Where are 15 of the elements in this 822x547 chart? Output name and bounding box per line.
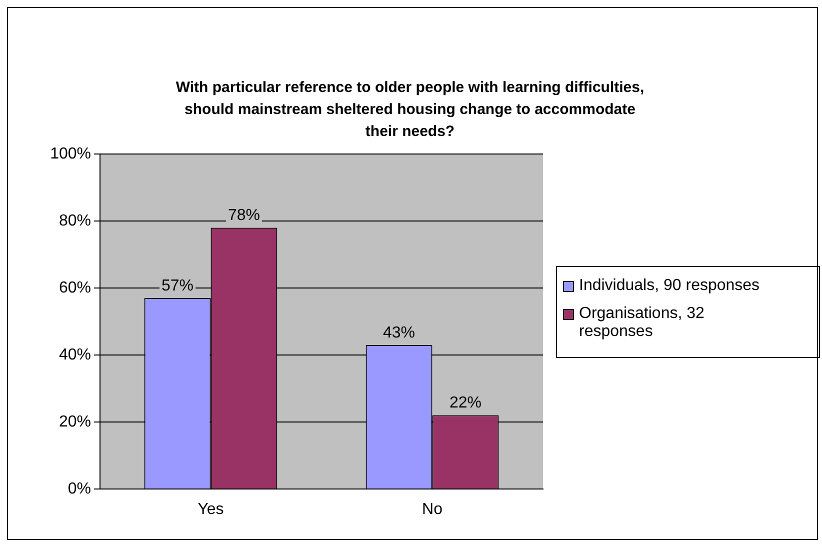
y-tick-label: 80% (58, 212, 91, 230)
data-label: 78% (228, 207, 260, 224)
y-tick-label: 60% (58, 279, 91, 296)
x-tick-label: No (422, 501, 443, 518)
chart-title: With particular reference to older people with learning difficulties, should mainstream sheltered housing change to accommodate their needs? (175, 78, 645, 142)
legend-label: Organisations, 32 responses (579, 305, 706, 341)
y-tick-label: 100% (50, 145, 91, 162)
y-tick-label: 20% (58, 413, 91, 430)
x-tick-label: Yes (198, 501, 224, 518)
data-label: 22% (449, 394, 482, 412)
data-label: 43% (383, 324, 416, 342)
y-tick-label: 0% (68, 480, 91, 498)
legend-label: Individuals, 90 responses (579, 277, 760, 295)
y-tick-label: 40% (58, 346, 91, 364)
data-label: 57% (162, 277, 194, 294)
